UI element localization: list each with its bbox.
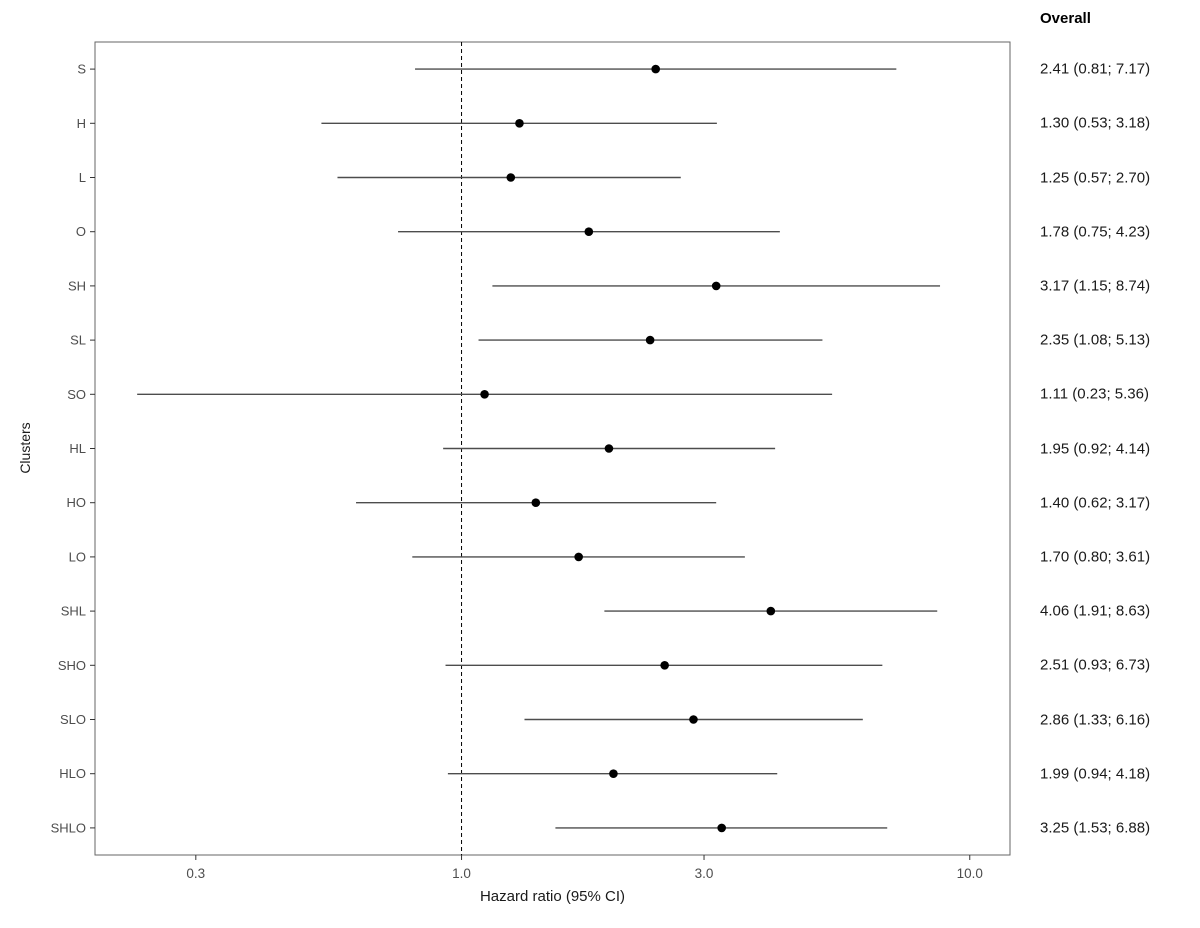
point-estimate <box>609 769 618 778</box>
cluster-label: S <box>77 62 86 77</box>
cluster-label: LO <box>69 549 86 564</box>
x-tick-label: 0.3 <box>186 866 205 881</box>
cluster-label: SL <box>70 333 86 348</box>
point-estimate <box>584 227 594 236</box>
overall-column-header: Overall <box>1040 10 1091 27</box>
cluster-label: SO <box>67 387 86 402</box>
point-estimate <box>766 606 776 616</box>
cluster-label: HLO <box>59 766 86 781</box>
point-estimate <box>660 661 669 670</box>
cluster-label: HL <box>69 441 86 456</box>
cluster-label: SHO <box>58 658 86 673</box>
x-tick-label: 1.0 <box>452 866 471 881</box>
cluster-label: H <box>77 116 86 131</box>
point-estimate <box>506 173 516 182</box>
x-tick-label: 3.0 <box>695 866 714 881</box>
point-estimate <box>531 498 541 508</box>
point-estimate <box>717 823 726 833</box>
point-estimate <box>604 444 614 453</box>
point-estimate <box>711 281 721 291</box>
x-axis-title: Hazard ratio (95% CI) <box>479 888 626 905</box>
point-estimate <box>574 552 583 562</box>
cluster-label: SHLO <box>51 820 86 835</box>
point-estimate <box>645 335 655 345</box>
point-estimate <box>689 715 698 724</box>
cluster-label: SLO <box>60 712 86 727</box>
point-estimate <box>651 64 660 74</box>
point-estimate <box>480 390 489 399</box>
point-estimate <box>515 119 524 128</box>
cluster-label: O <box>76 224 86 239</box>
x-tick-label: 10.0 <box>957 866 983 881</box>
cluster-label: SH <box>68 278 86 293</box>
cluster-label: HO <box>67 495 87 510</box>
cluster-label: SHL <box>61 604 86 619</box>
cluster-label: L <box>79 170 86 185</box>
